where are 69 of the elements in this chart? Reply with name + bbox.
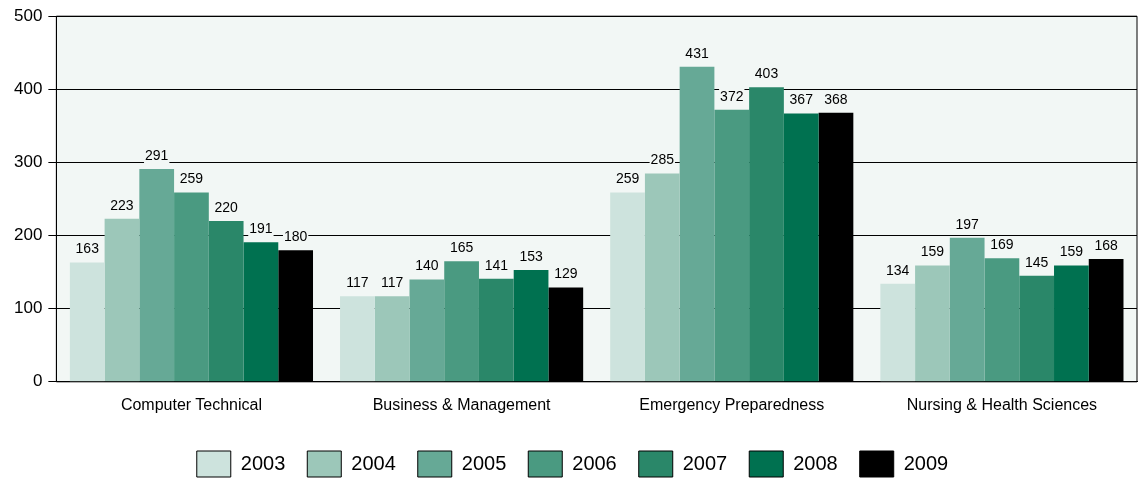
legend-label: 2006: [572, 451, 617, 474]
data-label: 220: [214, 198, 239, 215]
bar: [749, 87, 784, 382]
data-label: 163: [75, 240, 100, 257]
bar: [409, 279, 445, 382]
bar: [444, 261, 479, 382]
x-tick-label: Business & Management: [372, 395, 552, 413]
data-label: 165: [449, 239, 474, 256]
bar: [1019, 275, 1055, 382]
data-label: 431: [685, 44, 709, 61]
data-label: 145: [1024, 253, 1049, 270]
data-label: 168: [1094, 236, 1119, 253]
data-label: 159: [920, 243, 945, 260]
bar: [174, 192, 209, 382]
y-tick-label: 500: [13, 5, 43, 25]
bar: [340, 296, 375, 382]
data-label: 372: [720, 87, 744, 104]
data-label: 117: [380, 274, 404, 291]
legend-label: 2008: [793, 451, 838, 474]
x-tick-label: Computer Technical: [120, 395, 262, 413]
data-label: 134: [886, 261, 910, 278]
y-tick-label: 200: [13, 225, 43, 245]
y-tick-label: 300: [13, 152, 43, 172]
legend-label: 2004: [351, 451, 396, 474]
bar: [679, 66, 715, 382]
data-label: 140: [415, 257, 439, 274]
legend-label: 2007: [682, 451, 728, 474]
bar: [243, 242, 279, 382]
bar: [880, 283, 916, 382]
data-label: 223: [110, 196, 134, 213]
data-label: 191: [249, 220, 273, 236]
data-label: 259: [615, 170, 640, 187]
bar: [984, 258, 1020, 382]
data-label: 259: [179, 170, 204, 187]
data-label: 169: [990, 236, 1014, 253]
bar: [513, 269, 549, 382]
data-label: 367: [789, 91, 814, 108]
bar: [783, 113, 819, 382]
bar: [610, 192, 645, 382]
bar: [208, 220, 244, 382]
bar: [478, 278, 514, 382]
data-label: 368: [824, 90, 848, 107]
y-tick-label: 0: [32, 371, 43, 391]
data-label: 159: [1059, 243, 1084, 260]
y-tick-label: 100: [13, 298, 43, 318]
data-label: 403: [754, 64, 779, 81]
bar: [139, 169, 175, 382]
bar: [1054, 265, 1089, 382]
data-label: 129: [554, 265, 578, 282]
bar: [915, 265, 950, 382]
legend-label: 2005: [461, 451, 507, 474]
data-label: 117: [346, 274, 369, 291]
y-tick-label: 400: [13, 79, 43, 99]
x-tick-label: Nursing & Health Sciences: [906, 395, 1098, 413]
data-label: 285: [650, 151, 675, 168]
bar: [374, 296, 410, 382]
bar: [104, 218, 140, 382]
data-label: 153: [519, 247, 543, 264]
data-label: 141: [484, 256, 509, 273]
bar: [949, 237, 985, 382]
legend-label: 2003: [240, 451, 286, 474]
x-tick-label: Emergency Preparedness: [639, 395, 825, 413]
legend-label: 2009: [903, 451, 949, 474]
bar: [69, 262, 105, 382]
data-label: 180: [283, 228, 308, 245]
bar: [644, 173, 680, 382]
data-label: 197: [955, 215, 980, 232]
data-label: 291: [145, 146, 169, 163]
bar: [714, 109, 750, 382]
